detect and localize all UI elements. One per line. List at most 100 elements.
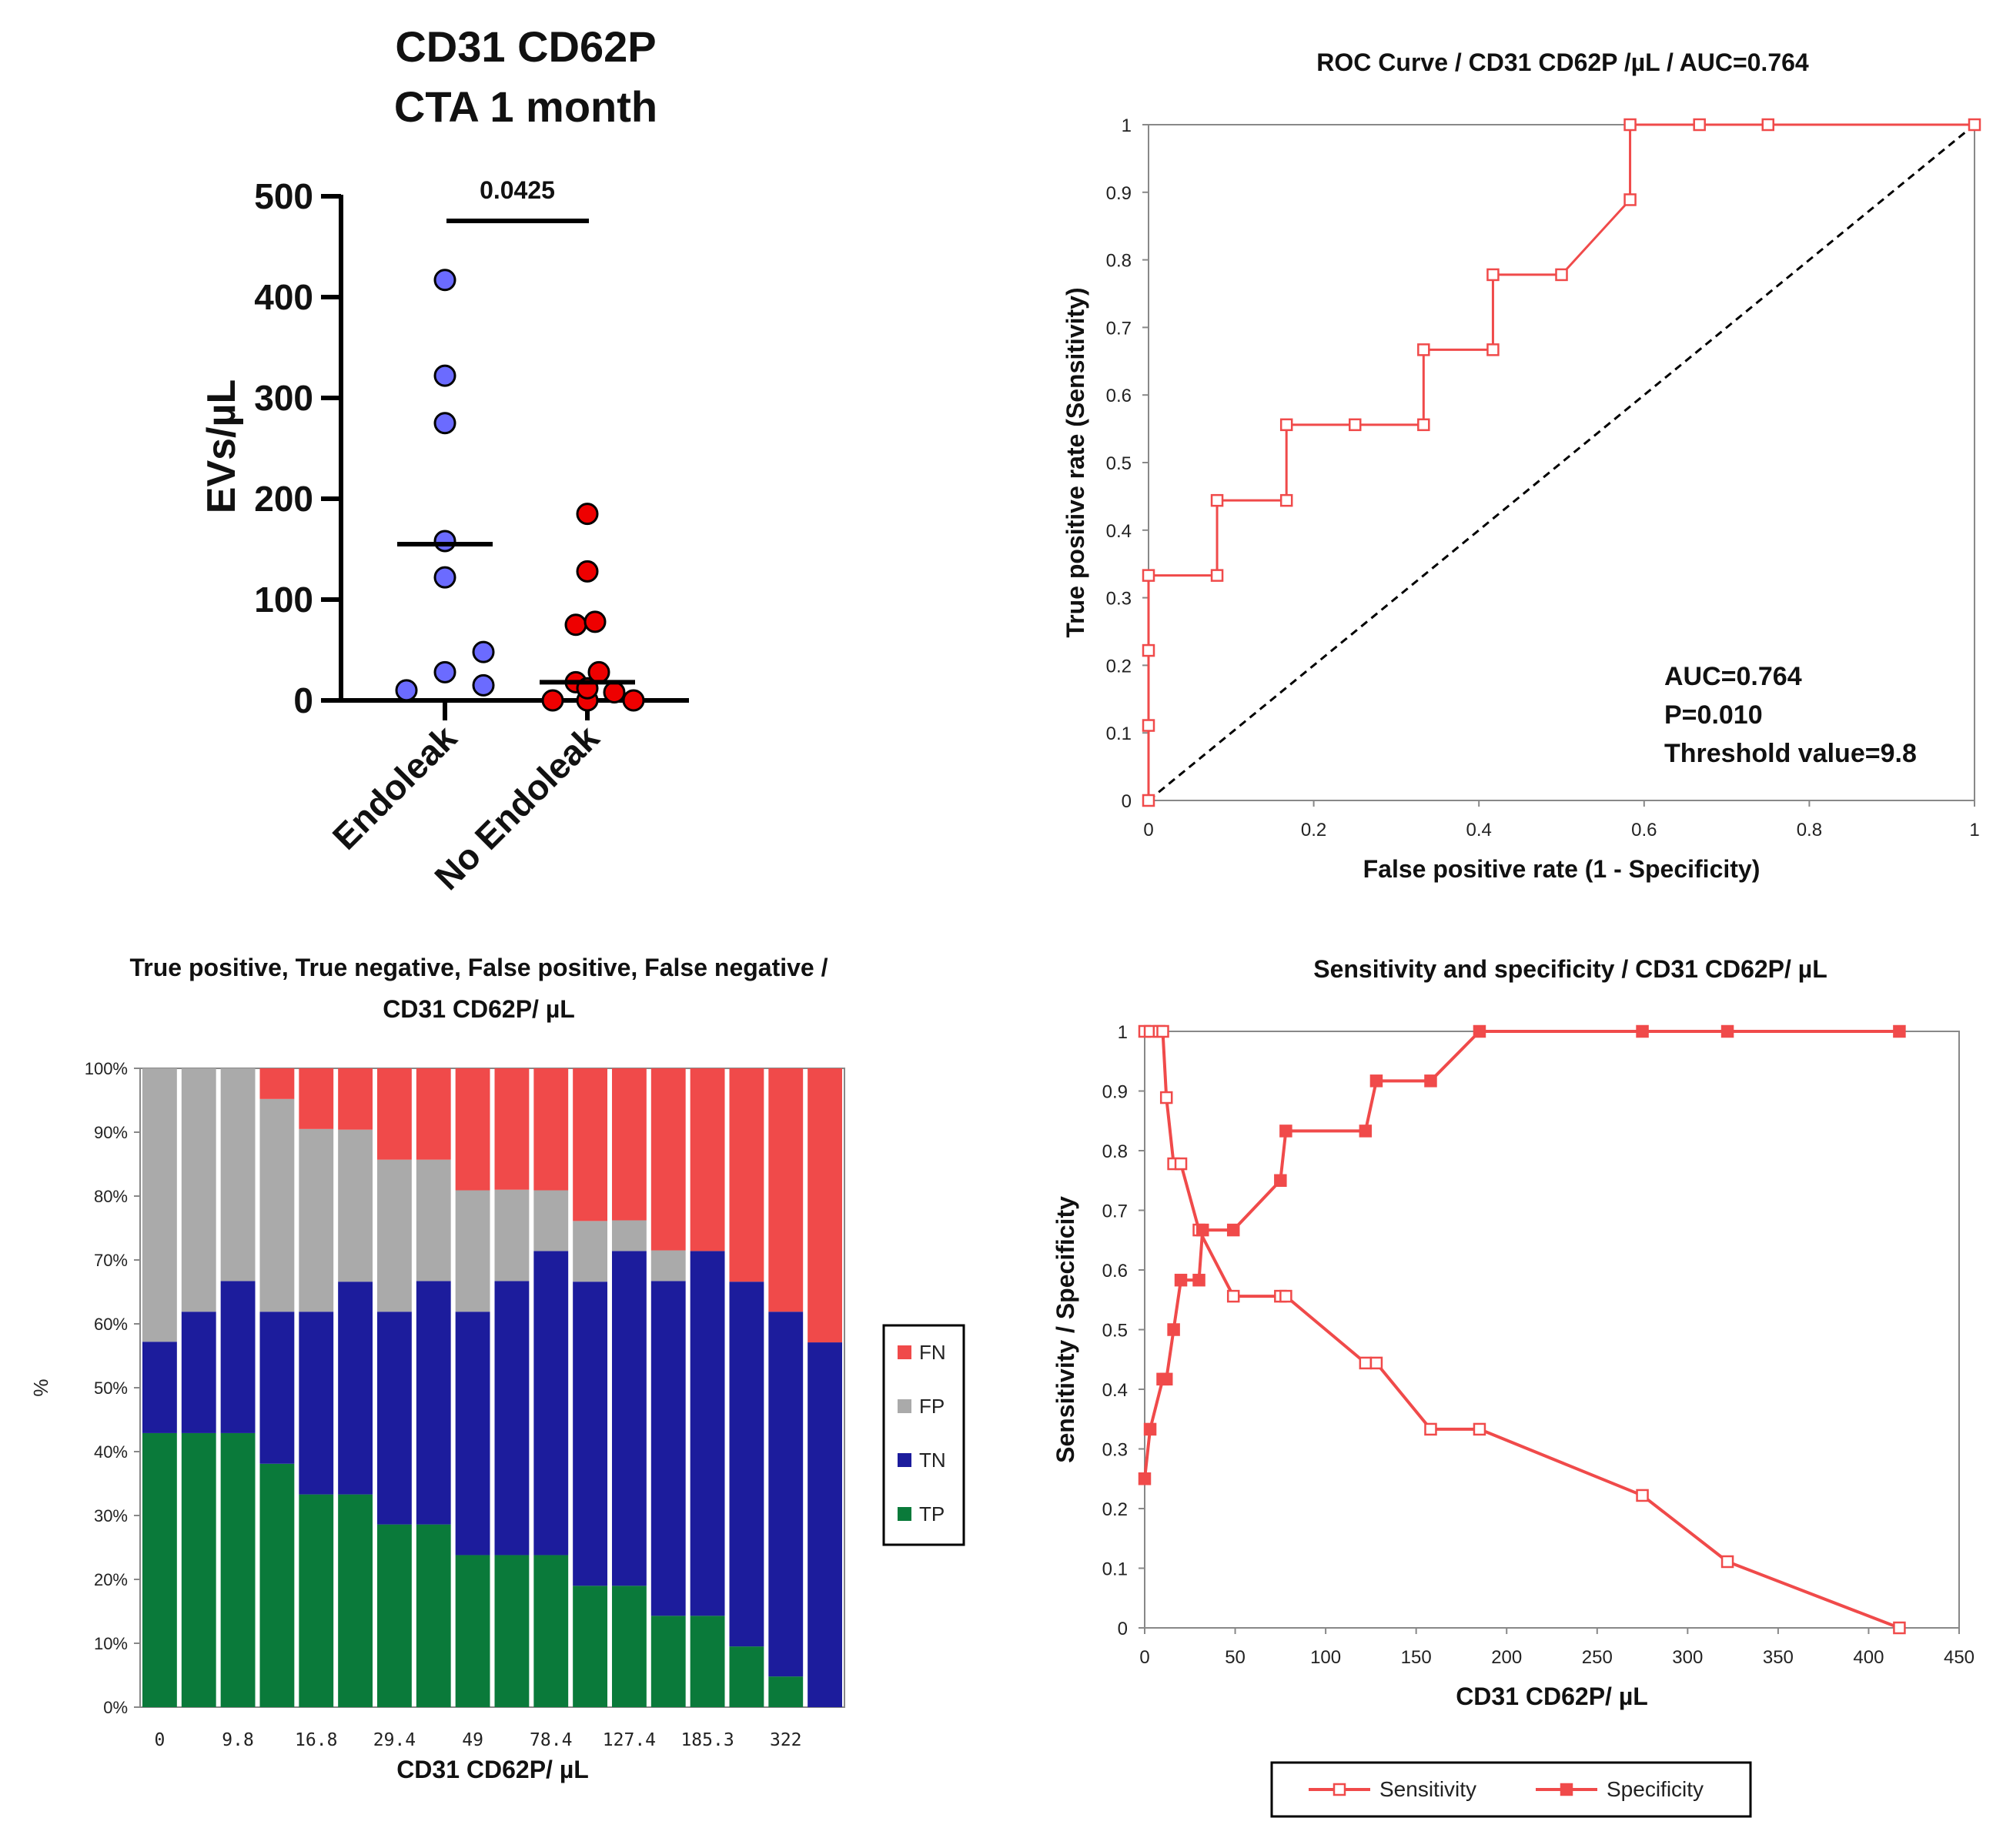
scatter-category-label: Endoleak bbox=[325, 717, 465, 857]
scatter-point bbox=[433, 269, 456, 292]
legend-label-fn: FN bbox=[919, 1341, 946, 1364]
stacked-y-tick-label: 40% bbox=[94, 1442, 128, 1462]
scatter-y-tick-label: 0 bbox=[293, 680, 313, 720]
legend-swatch-fp bbox=[898, 1399, 911, 1413]
stacked-y-tick-label: 30% bbox=[94, 1506, 128, 1526]
stacked-bar-fn bbox=[455, 1068, 490, 1191]
stacked-bar-tn bbox=[259, 1312, 295, 1464]
stacked-bar-fn bbox=[377, 1068, 412, 1160]
stacked-y-tick-label: 20% bbox=[94, 1570, 128, 1589]
stacked-bar-fn bbox=[650, 1068, 686, 1251]
legend-marker-specificity bbox=[1560, 1783, 1573, 1796]
stacked-x-tick-label: 16.8 bbox=[295, 1730, 337, 1750]
roc-y-tick-label: 0 bbox=[1122, 791, 1132, 812]
legend-label-tn: TN bbox=[919, 1449, 946, 1472]
roc-y-tick-label: 0.9 bbox=[1106, 183, 1132, 204]
scatter-point bbox=[433, 364, 456, 387]
stacked-bar-tn bbox=[181, 1312, 216, 1433]
stacked-x-tick-label: 322 bbox=[770, 1730, 802, 1750]
sensspec-x-tick-label: 0 bbox=[1139, 1647, 1149, 1668]
scatter-point bbox=[541, 689, 564, 712]
roc-y-tick-label: 0.4 bbox=[1106, 521, 1132, 542]
sensspec-y-axis-label: Sensitivity / Specificity bbox=[1052, 1196, 1079, 1463]
sensspec-x-tick-label: 250 bbox=[1582, 1647, 1613, 1668]
stacked-bar-tn bbox=[494, 1281, 530, 1556]
specificity-point bbox=[1195, 1223, 1209, 1237]
roc-x-tick-label: 1 bbox=[1969, 820, 1979, 840]
sensspec-y-tick-label: 0.2 bbox=[1102, 1499, 1128, 1520]
stacked-bar-tp bbox=[494, 1555, 530, 1707]
stacked-bar-fp bbox=[181, 1068, 216, 1312]
scatter-y-tick-label: 200 bbox=[254, 479, 313, 519]
stacked-bar-tn bbox=[768, 1312, 804, 1677]
stacked-bar-fp bbox=[338, 1129, 373, 1282]
stacked-bar-tp bbox=[416, 1524, 451, 1707]
roc-point bbox=[1210, 493, 1224, 507]
specificity-point bbox=[1893, 1024, 1906, 1038]
roc-annotation: P=0.010 bbox=[1664, 700, 1763, 730]
roc-y-tick-label: 0.7 bbox=[1106, 318, 1132, 339]
roc-point bbox=[1623, 118, 1637, 132]
specificity-point bbox=[1192, 1273, 1205, 1287]
stacked-bar-fp bbox=[573, 1221, 607, 1282]
stacked-bar-fn bbox=[768, 1068, 804, 1312]
roc-y-axis-label: True positive rate (Sensitivity) bbox=[1062, 287, 1089, 637]
stacked-plot-area bbox=[139, 1068, 845, 1708]
stacked-bar-tp bbox=[181, 1432, 216, 1707]
stacked-bar-fp bbox=[142, 1068, 177, 1342]
stacked-bar-tp bbox=[612, 1586, 647, 1707]
sensspec-x-tick-label: 350 bbox=[1763, 1647, 1794, 1668]
scatter-point bbox=[584, 610, 607, 633]
sensspec-x-tick-label: 100 bbox=[1310, 1647, 1341, 1668]
stacked-x-tick-label: 0 bbox=[154, 1730, 165, 1750]
sensspec-y-tick-label: 0.4 bbox=[1102, 1380, 1128, 1401]
stacked-bar-tp bbox=[259, 1463, 295, 1707]
sensspec-y-tick-label: 0.7 bbox=[1102, 1201, 1128, 1222]
sensspec-y-tick-label: 0.8 bbox=[1102, 1141, 1128, 1162]
stacked-x-tick-label: 127.4 bbox=[603, 1730, 656, 1750]
stacked-y-tick-label: 90% bbox=[94, 1123, 128, 1142]
stacked-bar-tn bbox=[220, 1281, 256, 1433]
scatter-point bbox=[564, 613, 587, 637]
sensspec-y-tick-label: 0.9 bbox=[1102, 1082, 1128, 1103]
scatter-point bbox=[433, 566, 456, 589]
stacked-bar-fp bbox=[612, 1220, 647, 1251]
sensitivity-point bbox=[1424, 1422, 1437, 1436]
scatter-point bbox=[603, 681, 626, 704]
stacked-x-tick-label: 29.4 bbox=[373, 1730, 416, 1750]
stacked-y-tick-label: 50% bbox=[94, 1378, 128, 1398]
roc-y-tick-label: 0.2 bbox=[1106, 656, 1132, 677]
roc-y-tick-label: 0.1 bbox=[1106, 723, 1132, 744]
scatter-point bbox=[433, 530, 456, 553]
specificity-line bbox=[1143, 1030, 1900, 1479]
scatter-panel: CD31 CD62P CTA 1 month 0 100 200 300 400 500 EVs… bbox=[199, 22, 689, 897]
legend-label-sensitivity: Sensitivity bbox=[1379, 1777, 1476, 1801]
roc-y-tick-label: 0.8 bbox=[1106, 251, 1132, 272]
scatter-point bbox=[433, 412, 456, 435]
roc-panel: ROC Curve / CD31 CD62P /µL / AUC=0.76400… bbox=[1062, 48, 1981, 883]
sensitivity-point bbox=[1279, 1289, 1292, 1303]
scatter-title-line-1: CD31 CD62P bbox=[395, 22, 656, 71]
scatter-point bbox=[576, 560, 599, 583]
legend-marker-sensitivity bbox=[1333, 1783, 1346, 1796]
sensitivity-point bbox=[1720, 1555, 1734, 1569]
stacked-bar-tn bbox=[729, 1282, 764, 1647]
sensitivity-point bbox=[1159, 1091, 1173, 1104]
stacked-y-tick-label: 60% bbox=[94, 1315, 128, 1334]
stacked-bar-tn bbox=[533, 1251, 569, 1556]
stacked-bar-fp bbox=[650, 1250, 686, 1282]
stacked-bar-tp bbox=[455, 1555, 490, 1707]
legend-label-tp: TP bbox=[919, 1502, 945, 1526]
stacked-y-tick-label: 70% bbox=[94, 1251, 128, 1270]
sensspec-y-tick-label: 0.1 bbox=[1102, 1559, 1128, 1580]
specificity-point bbox=[1143, 1422, 1157, 1436]
scatter-y-tick-label: 300 bbox=[254, 378, 313, 418]
stacked-bar-fn bbox=[259, 1068, 295, 1099]
stacked-y-tick-label: 100% bbox=[85, 1059, 128, 1078]
stacked-bar-fp bbox=[377, 1159, 412, 1312]
roc-point bbox=[1142, 719, 1155, 732]
stacked-bar-tp bbox=[573, 1586, 607, 1707]
stacked-bar-tn bbox=[416, 1281, 451, 1525]
sensspec-plot-area bbox=[1144, 1031, 1960, 1629]
roc-y-tick-label: 1 bbox=[1122, 115, 1132, 136]
